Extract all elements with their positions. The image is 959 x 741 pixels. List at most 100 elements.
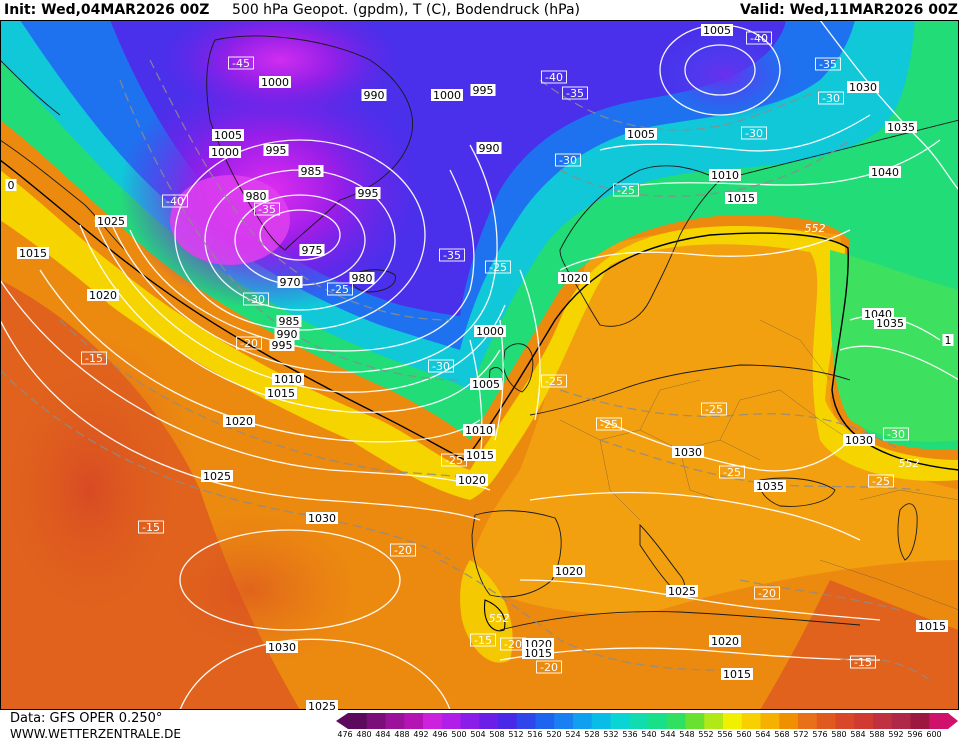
- temp-value: -40: [166, 195, 184, 208]
- temp-label: -30: [243, 292, 269, 306]
- height-label: 552: [489, 612, 510, 625]
- field-green-east: [830, 250, 959, 442]
- temp-label-box: [441, 453, 467, 467]
- temp-label: -30: [883, 427, 909, 441]
- color-scale-tick-label: 476: [337, 730, 353, 739]
- temp-value: -25: [489, 261, 507, 274]
- color-scale-swatch: [479, 713, 499, 729]
- color-scale-tick-label: 564: [755, 730, 771, 739]
- temp-label-box: [243, 292, 269, 306]
- color-scale-swatch: [929, 713, 949, 729]
- pressure-label-box: [470, 378, 502, 390]
- color-scale-tick-label: 516: [527, 730, 543, 739]
- temperature-labels: -45-40-35-30-40-35-30-30-25-40-35-35-25-…: [81, 31, 909, 674]
- pressure-label-box: [209, 146, 241, 158]
- temp-value: -20: [540, 661, 558, 674]
- height-value: 552: [899, 457, 920, 470]
- website-label: WWW.WETTERZENTRALE.DE: [10, 727, 181, 741]
- pressure-label-box: [243, 190, 269, 202]
- pressure-value: 1015: [918, 620, 946, 633]
- height-label: 552: [805, 222, 826, 235]
- temp-label-box: [562, 86, 588, 100]
- temp-label-box: [536, 660, 562, 674]
- color-scale-bar: [336, 713, 958, 729]
- pressure-label: 1010: [272, 373, 304, 386]
- pressure-label-box: [456, 474, 488, 486]
- pressure-label-box: [306, 512, 338, 524]
- temp-value: -25: [705, 403, 723, 416]
- pressure-label: 975: [299, 244, 325, 257]
- pressure-label: 1035: [885, 121, 917, 134]
- pressure-value: 1015: [466, 449, 494, 462]
- temp-value: -25: [545, 375, 563, 388]
- field-yellow-spain: [460, 560, 513, 663]
- pressure-label-box: [470, 84, 496, 96]
- temp-label: -40: [162, 194, 188, 208]
- temp-label-box: [555, 153, 581, 167]
- edge-value: 0: [8, 179, 15, 192]
- pressure-label-box: [885, 121, 917, 133]
- pressure-label-box: [474, 325, 506, 337]
- temp-label: -25: [485, 260, 511, 274]
- pressure-value: 1025: [97, 215, 125, 228]
- pressure-label-box: [666, 585, 698, 597]
- color-scale-swatch: [629, 713, 649, 729]
- pressure-value: 1000: [476, 325, 504, 338]
- temp-label-box: [541, 70, 567, 84]
- pressure-value: 1005: [703, 24, 731, 37]
- temp-label: -35: [562, 86, 588, 100]
- pressure-label: 990: [361, 89, 387, 102]
- pressure-label: 1015: [725, 192, 757, 205]
- pressure-label: 1020: [553, 565, 585, 578]
- pressure-value: 1030: [268, 641, 296, 654]
- color-scale-tick-label: 540: [641, 730, 657, 739]
- pressure-label: 1020: [709, 635, 741, 648]
- pressure-value: 1020: [711, 635, 739, 648]
- field-east-low: [655, 30, 795, 120]
- pressure-value: 1035: [887, 121, 915, 134]
- color-scale-swatch: [704, 713, 724, 729]
- pressure-value: 1000: [261, 76, 289, 89]
- pressure-value: 1010: [465, 424, 493, 437]
- pressure-label: 1015: [522, 647, 554, 660]
- pressure-label: 1030: [847, 81, 879, 94]
- color-scale-tick-label: 528: [584, 730, 600, 739]
- weather-map: 1000 1005 1000 995 990 1000 995 990 985 980 995 975…: [0, 20, 959, 710]
- temp-label-box: [81, 351, 107, 365]
- pressure-value: 995: [473, 84, 494, 97]
- color-scale-tick-label: 488: [394, 730, 410, 739]
- pressure-value: 1005: [627, 128, 655, 141]
- pressure-label-box: [263, 144, 289, 156]
- temp-value: -25: [617, 184, 635, 197]
- color-scale-tick-label: 580: [831, 730, 847, 739]
- pressure-label: 1035: [874, 317, 906, 330]
- temp-label-box: [254, 202, 280, 216]
- color-scale-labels: 476 480 484 488 492 496 500 504 508 512 516 520 524 5…: [337, 730, 945, 740]
- color-scale-tick-label: 484: [375, 730, 391, 739]
- pressure-label: 985: [298, 165, 324, 178]
- pressure-label: 1040: [869, 166, 901, 179]
- pressure-label-box: [269, 339, 295, 351]
- temp-label-box: [500, 637, 526, 651]
- pressure-label: 1025: [666, 585, 698, 598]
- pressure-label: 1030: [672, 446, 704, 459]
- pressure-label: 1000: [474, 325, 506, 338]
- pressure-label: 1025: [306, 700, 338, 710]
- color-scale-swatch: [516, 713, 536, 729]
- temp-value: -30: [247, 293, 265, 306]
- pressure-label: 1035: [754, 480, 786, 493]
- pressure-label: 1000: [209, 146, 241, 159]
- edge-label: 0: [5, 179, 17, 192]
- pressure-label: 1030: [306, 512, 338, 525]
- temp-label-box: [850, 655, 876, 669]
- pressure-label: 1015: [265, 387, 297, 400]
- color-scale-tick-label: 568: [774, 730, 790, 739]
- pressure-value: 1010: [711, 169, 739, 182]
- pressure-label-box: [17, 247, 49, 259]
- pressure-value: 995: [272, 339, 293, 352]
- pressure-value: 1020: [560, 272, 588, 285]
- color-scale-swatch: [423, 713, 443, 729]
- pressure-label-box: [709, 169, 741, 181]
- pressure-label: 995: [470, 84, 496, 97]
